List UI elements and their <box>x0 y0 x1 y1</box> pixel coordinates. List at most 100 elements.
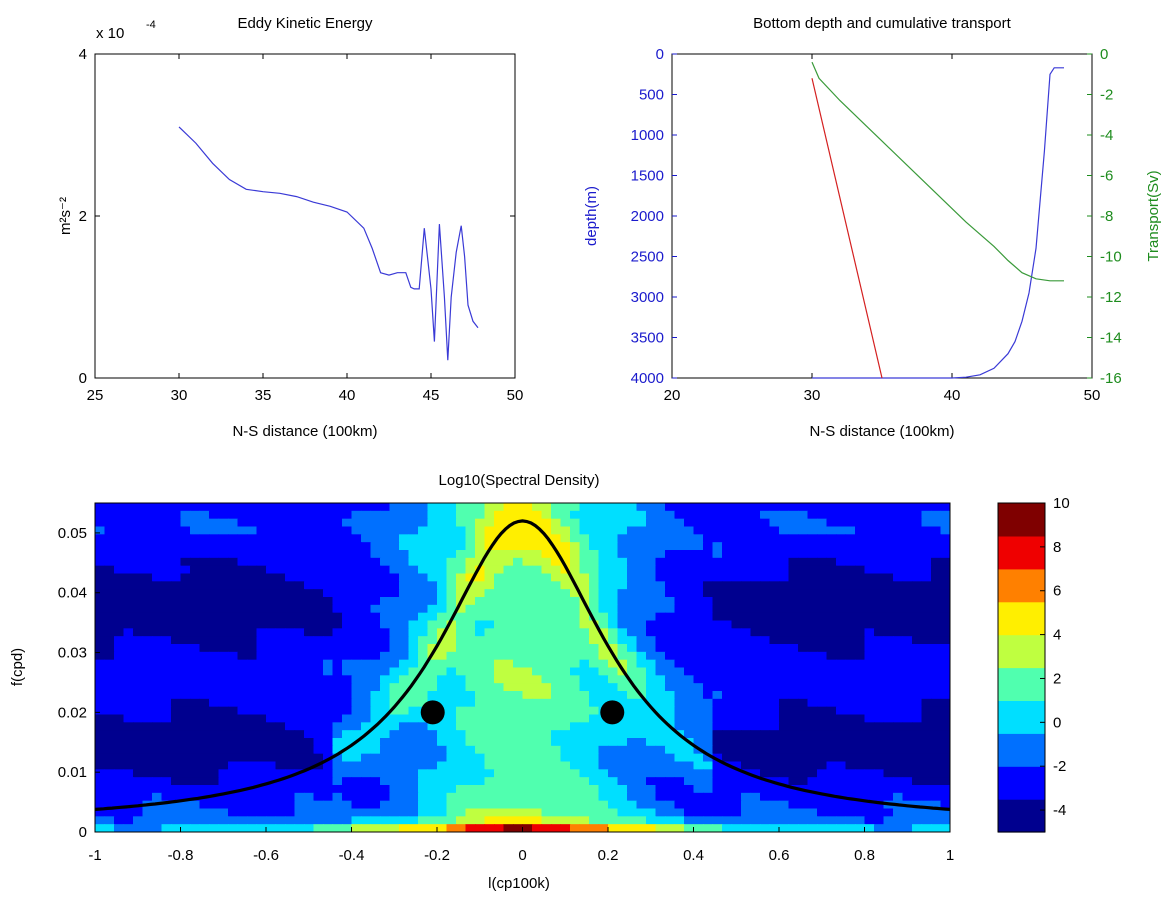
contour-cell <box>465 589 476 598</box>
contour-cell <box>180 542 191 551</box>
contour-cell <box>313 824 324 832</box>
contour-cell <box>646 628 657 637</box>
contour-cell <box>123 769 134 778</box>
contour-cell <box>741 589 752 598</box>
contour-cell <box>921 620 932 629</box>
contour-cell <box>294 534 305 543</box>
contour-cell <box>484 534 495 543</box>
contour-cell <box>893 753 904 763</box>
contour-cell <box>342 636 353 645</box>
contour-cell <box>855 730 866 739</box>
contour-cell <box>408 667 419 676</box>
contour-cell <box>741 808 752 817</box>
contour-cell <box>256 526 267 535</box>
contour-cell <box>864 534 875 543</box>
contour-cell <box>408 730 419 739</box>
contour-cell <box>579 675 590 684</box>
contour-cell <box>465 597 476 606</box>
contour-cell <box>779 706 790 716</box>
contour-cell <box>779 581 790 590</box>
contour-cell <box>769 706 780 716</box>
contour-cell <box>741 683 752 692</box>
contour-cell <box>332 706 343 716</box>
contour-cell <box>370 698 381 708</box>
contour-cell <box>247 573 258 582</box>
transport-y-tick-label: -10 <box>1100 249 1122 266</box>
contour-cell <box>95 698 106 708</box>
contour-cell <box>674 816 685 825</box>
contour-cell <box>731 714 742 723</box>
contour-cell <box>836 745 847 755</box>
contour-cell <box>142 824 153 832</box>
contour-cell <box>484 745 495 755</box>
contour-cell <box>323 628 334 637</box>
contour-cell <box>237 808 248 817</box>
colorbar-tick-label: -2 <box>1053 758 1066 775</box>
transport-right-y-ticks: 0-2-4-6-8-10-12-14-16 <box>1087 46 1122 387</box>
contour-cell <box>589 659 600 669</box>
contour-cell <box>114 503 125 512</box>
contour-cell <box>722 808 733 817</box>
contour-cell <box>209 510 220 520</box>
contour-cell <box>769 769 780 778</box>
contour-cell <box>199 589 210 598</box>
contour-cell <box>912 745 923 755</box>
contour-cell <box>380 597 391 606</box>
contour-cell <box>323 824 334 832</box>
contour-cell <box>199 651 210 661</box>
contour-cell <box>760 597 771 606</box>
contour-cell <box>665 604 676 614</box>
contour-cell <box>902 714 913 723</box>
contour-cell <box>807 769 818 778</box>
contour-cell <box>142 698 153 708</box>
contour-cell <box>465 824 476 832</box>
contour-cell <box>693 714 704 723</box>
contour-cell <box>741 714 752 723</box>
contour-cell <box>209 604 220 614</box>
contour-cell <box>627 706 638 716</box>
contour-cell <box>560 550 571 559</box>
contour-cell <box>494 698 505 708</box>
contour-cell <box>351 785 362 794</box>
contour-cell <box>608 792 619 802</box>
contour-cell <box>608 738 619 747</box>
contour-cell <box>627 636 638 645</box>
contour-cell <box>902 550 913 559</box>
contour-cell <box>228 542 239 551</box>
contour-cell <box>807 816 818 825</box>
contour-cell <box>532 753 543 763</box>
contour-cell <box>798 706 809 716</box>
contour-cell <box>218 534 229 543</box>
contour-cell <box>484 683 495 692</box>
contour-cell <box>779 651 790 661</box>
contour-cell <box>750 683 761 692</box>
contour-cell <box>760 667 771 676</box>
contour-cell <box>912 777 923 786</box>
contour-cell <box>351 550 362 559</box>
contour-cell <box>760 706 771 716</box>
contour-cell <box>769 753 780 763</box>
contour-cell <box>741 824 752 832</box>
contour-cell <box>570 628 581 637</box>
contour-cell <box>817 597 828 606</box>
contour-cell <box>931 785 942 794</box>
contour-cell <box>722 824 733 832</box>
contour-cell <box>807 503 818 512</box>
contour-cell <box>161 628 172 637</box>
contour-cell <box>494 612 505 622</box>
contour-cell <box>437 691 448 700</box>
contour-cell <box>627 722 638 731</box>
contour-cell <box>826 550 837 559</box>
contour-cell <box>513 612 524 622</box>
contour-cell <box>522 503 533 512</box>
contour-cell <box>323 503 334 512</box>
contour-cell <box>864 667 875 676</box>
contour-cell <box>760 691 771 700</box>
contour-cell <box>741 800 752 810</box>
contour-cell <box>826 691 837 700</box>
contour-cell <box>532 503 543 512</box>
contour-cell <box>456 824 467 832</box>
contour-cell <box>199 620 210 629</box>
contour-cell <box>199 745 210 755</box>
contour-cell <box>418 581 429 590</box>
